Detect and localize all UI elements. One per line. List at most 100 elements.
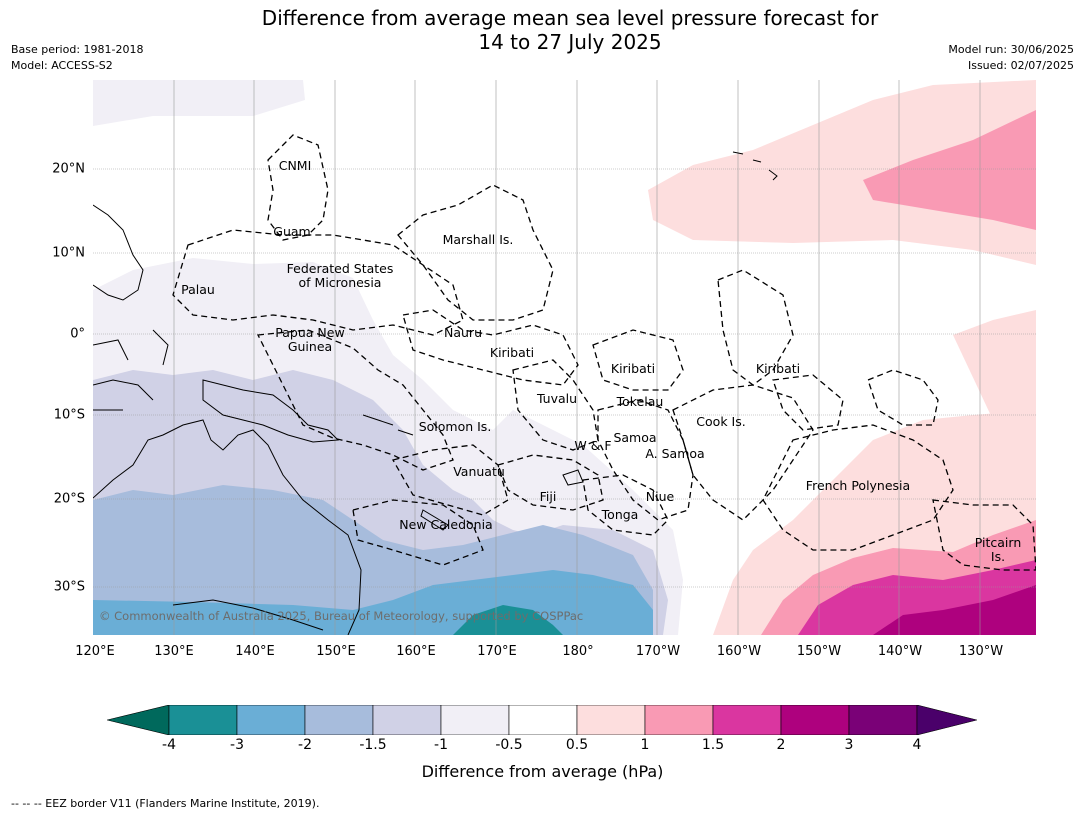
colorbar-tick-label: -1.5 <box>359 737 387 753</box>
anomaly-region-pink-north <box>863 110 1036 230</box>
colorbar-segment <box>236 704 306 736</box>
x-tick-label: 150°W <box>796 644 842 659</box>
eez-new-caledonia <box>352 499 484 566</box>
y-tick-label: 20°N <box>52 161 85 177</box>
map-canvas <box>93 80 1036 635</box>
australia-south-coast <box>172 599 324 631</box>
label-tokelau: Tokelau <box>616 394 664 409</box>
colorbar-segment <box>848 704 918 736</box>
x-tick-label: 180° <box>562 644 594 659</box>
y-tick-label: 10°S <box>53 407 85 423</box>
colorbar-tick-label: -0.5 <box>495 737 523 753</box>
eez-kiribati-east2 <box>772 374 844 431</box>
title-line-1: Difference from average mean sea level p… <box>261 6 879 30</box>
label-wallis-futuna: W & F <box>574 438 612 453</box>
x-tick-label: 130°W <box>958 644 1004 659</box>
fiji-islands <box>562 469 584 486</box>
label-samoa: Samoa <box>613 430 657 445</box>
colorbar-segment <box>644 704 714 736</box>
eez-cook <box>672 384 814 521</box>
label-solomon: Solomon Is. <box>418 419 492 434</box>
pressure-anomaly-map: CNMI Guam Marshall Is. Federated States … <box>93 80 1036 635</box>
title-line-2: 14 to 27 July 2025 <box>478 30 662 54</box>
colorbar-tick-label: 0.5 <box>565 737 589 753</box>
colorbar-segment <box>304 704 374 736</box>
label-tonga: Tonga <box>601 507 639 522</box>
label-fiji: Fiji <box>539 489 557 504</box>
anomaly-region-purple-south <box>873 585 1036 635</box>
x-tick-label: 150°E <box>316 644 356 659</box>
colorbar-segment <box>168 704 238 736</box>
anomaly-region-pink-light-east <box>953 310 1036 420</box>
eez-french-polynesia <box>762 424 954 551</box>
colorbar-tick-label: -1 <box>434 737 448 753</box>
eez-kiribati-e <box>717 269 794 386</box>
colorbar-tick-label: -4 <box>162 737 176 753</box>
eez-fsm <box>172 229 464 336</box>
model-run-text: Model run: 30/06/2025 <box>948 43 1074 56</box>
label-nauru: Nauru <box>444 325 482 340</box>
eez-nauru-kiribati-w <box>402 309 579 386</box>
colorbar-tick-label: 2 <box>776 737 786 753</box>
philippines-borneo-coast <box>93 204 144 301</box>
label-kiribati-central: Kiribati <box>610 361 656 376</box>
colorbar-label: Difference from average (hPa) <box>421 762 664 781</box>
colorbar-segment <box>372 704 442 736</box>
eez-samoa-niue <box>597 399 694 521</box>
y-tick-label: 20°S <box>53 491 85 507</box>
eez-vanuatu <box>392 444 509 516</box>
meta-left: Base period: 1981-2018 Model: ACCESS-S2 <box>11 42 143 74</box>
label-new-caledonia: New Caledonia <box>399 517 493 532</box>
eez-solomon-png <box>256 329 454 471</box>
label-cnmi: CNMI <box>278 158 312 173</box>
eez-kiribati-c <box>592 329 684 391</box>
label-fsm: Federated States of Micronesia <box>286 261 394 290</box>
label-american-samoa: A. Samoa <box>645 446 705 461</box>
eez-line-islands <box>867 369 939 426</box>
x-tick-label: 160°W <box>716 644 762 659</box>
colorbar-segment <box>440 704 510 736</box>
label-kiribati-west: Kiribati <box>489 345 535 360</box>
label-french-polynesia: French Polynesia <box>805 478 911 493</box>
label-marshall: Marshall Is. <box>442 232 514 247</box>
eez-fiji <box>497 454 604 511</box>
new-caledonia-coast <box>420 509 449 531</box>
anomaly-region-teal <box>453 605 563 635</box>
x-tick-label: 160°E <box>396 644 436 659</box>
indonesia-islands <box>93 329 169 411</box>
solomon-islands <box>362 414 414 436</box>
label-guam: Guam <box>273 224 311 239</box>
x-tick-label: 140°E <box>235 644 275 659</box>
colorbar-tick-label: 1 <box>640 737 650 753</box>
copyright-notice: © Commonwealth of Australia 2025, Bureau… <box>99 609 584 623</box>
y-tick-label: 0° <box>70 326 85 342</box>
map-gridlines <box>93 80 1036 635</box>
x-tick-label: 130°E <box>154 644 194 659</box>
colorbar <box>106 704 978 736</box>
label-niue: Niue <box>645 489 675 504</box>
eez-footnote: -- -- -- EEZ border V11 (Flanders Marine… <box>11 797 320 810</box>
anomaly-region-lightpurple-north <box>93 80 305 126</box>
label-pitcairn: Pitcairn Is. <box>974 535 1022 564</box>
x-tick-label: 140°W <box>877 644 923 659</box>
eez-tonga <box>582 474 669 536</box>
meta-right: Model run: 30/06/2025 Issued: 02/07/2025 <box>948 42 1074 74</box>
label-palau: Palau <box>181 282 215 297</box>
eez-cnmi-guam <box>267 134 329 241</box>
model-text: Model: ACCESS-S2 <box>11 59 113 72</box>
base-period-text: Base period: 1981-2018 <box>11 43 144 56</box>
label-vanuatu: Vanuatu <box>453 464 505 479</box>
colorbar-tick-label: 1.5 <box>701 737 725 753</box>
colorbar-tick-label: -3 <box>230 737 244 753</box>
anomaly-region-pink-light-north <box>648 80 1036 265</box>
y-tick-label: 30°S <box>53 579 85 595</box>
eez-borders <box>172 134 1036 571</box>
label-tuvalu: Tuvalu <box>536 391 578 406</box>
hawaii-islands <box>732 151 778 181</box>
label-cook: Cook Is. <box>696 414 746 429</box>
colorbar-tick-label: 3 <box>844 737 854 753</box>
colorbar-segment <box>106 704 170 736</box>
issued-text: Issued: 02/07/2025 <box>967 59 1074 72</box>
chart-title: Difference from average mean sea level p… <box>0 6 1085 54</box>
colorbar-segment <box>780 704 850 736</box>
